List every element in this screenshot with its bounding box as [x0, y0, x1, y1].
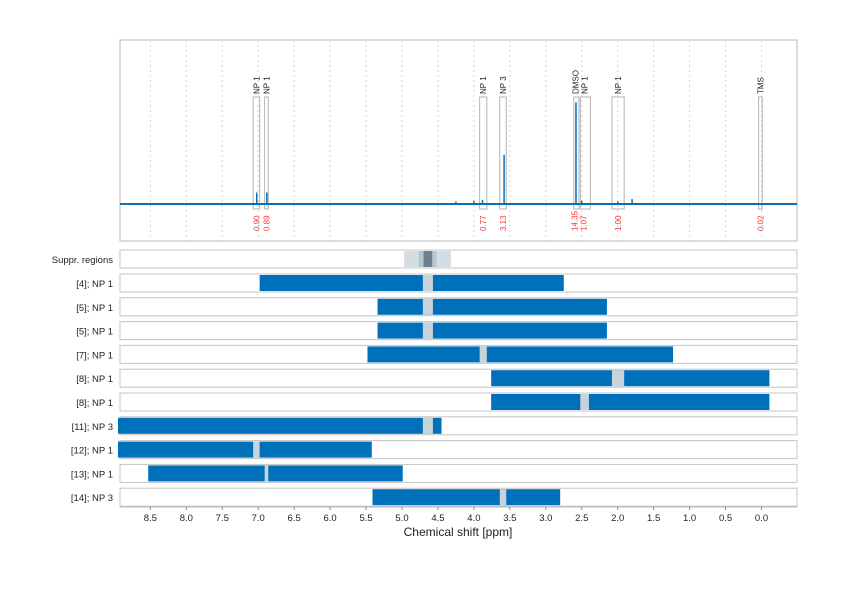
suppression-track: [119, 249, 798, 269]
row-label: [8]; NP 1: [76, 398, 113, 409]
row-gap: [611, 370, 625, 387]
region-label: DMSO: [571, 70, 580, 94]
region-box: [252, 96, 261, 210]
x-tick-label: 2.5: [575, 513, 588, 524]
x-tick-label: 6.5: [288, 513, 301, 524]
x-tick-label: 4.0: [467, 513, 480, 524]
integral-label: 1.07: [579, 215, 588, 231]
row-label: Suppr. regions: [52, 255, 114, 266]
x-tick-label: 2.0: [611, 513, 624, 524]
region-label: NP 1: [252, 76, 261, 94]
region-label: NP 3: [499, 76, 508, 94]
region-box: [479, 96, 488, 210]
integral-label: 3.13: [499, 215, 508, 231]
row-bar: [367, 346, 674, 363]
row-bar: [377, 298, 607, 315]
x-tick-label: 1.0: [683, 513, 696, 524]
spectrum-panel: [119, 39, 798, 242]
row-bar: [491, 394, 770, 410]
x-tick-label: 5.0: [395, 513, 408, 524]
row-label: [14]; NP 3: [71, 493, 113, 504]
row-bar: [148, 465, 403, 482]
x-tick-label: 4.5: [431, 513, 444, 524]
row-gap: [499, 489, 507, 506]
x-tick-label: 7.5: [216, 513, 229, 524]
region-box: [579, 96, 591, 210]
x-tick-label: 1.5: [647, 513, 660, 524]
row-bar: [117, 417, 442, 434]
row-label: [12]; NP 1: [71, 446, 113, 457]
row-label: [5]; NP 1: [76, 327, 113, 338]
x-tick-label: 6.0: [323, 513, 336, 524]
row-bar: [372, 489, 561, 506]
integral-label: 0.02: [756, 215, 765, 231]
region-box: [611, 96, 625, 210]
x-tick-label: 7.0: [252, 513, 265, 524]
row-label: [7]; NP 1: [76, 350, 113, 361]
row-gap: [422, 417, 433, 434]
row-label: [5]; NP 1: [76, 303, 113, 314]
region-label: NP 1: [479, 76, 488, 94]
region-label: TMS: [756, 77, 765, 94]
region-box: [758, 96, 763, 210]
row-gap: [264, 465, 269, 482]
integral-label: 0.89: [262, 215, 271, 231]
region-label: NP 1: [262, 76, 271, 94]
x-tick-label: 3.0: [539, 513, 552, 524]
row-label: [4]; NP 1: [76, 279, 113, 290]
x-tick-label: 5.5: [359, 513, 372, 524]
row-gap: [580, 394, 589, 410]
x-tick-label: 8.5: [144, 513, 157, 524]
row-gap: [422, 275, 433, 291]
row-gap: [422, 298, 433, 315]
integral-label: 0.77: [479, 215, 488, 231]
row-bar: [491, 370, 770, 387]
row-bar: [259, 275, 564, 291]
row-gap: [479, 346, 487, 363]
x-tick-label: 0.0: [755, 513, 768, 524]
x-axis-label: Chemical shift [ppm]: [403, 525, 513, 539]
region-box: [499, 96, 507, 210]
region-box: [264, 96, 269, 210]
row-bar: [377, 322, 607, 339]
row-label: [8]; NP 1: [76, 374, 113, 385]
x-tick-label: 8.0: [180, 513, 193, 524]
integral-label: 0.90: [252, 215, 261, 231]
suppression-inner: [423, 251, 433, 267]
x-tick-label: 3.5: [503, 513, 516, 524]
x-tick-label: 0.5: [719, 513, 732, 524]
integral-label: 14.35: [570, 210, 579, 231]
region-label: NP 1: [614, 76, 623, 94]
row-gap: [253, 441, 260, 458]
row-label: [11]; NP 3: [72, 422, 113, 433]
row-gap: [422, 322, 433, 339]
integral-label: 1.00: [614, 215, 623, 231]
row-bar: [117, 441, 372, 458]
region-box: [573, 96, 580, 210]
row-label: [13]; NP 1: [71, 469, 113, 480]
region-label: NP 1: [580, 76, 589, 94]
